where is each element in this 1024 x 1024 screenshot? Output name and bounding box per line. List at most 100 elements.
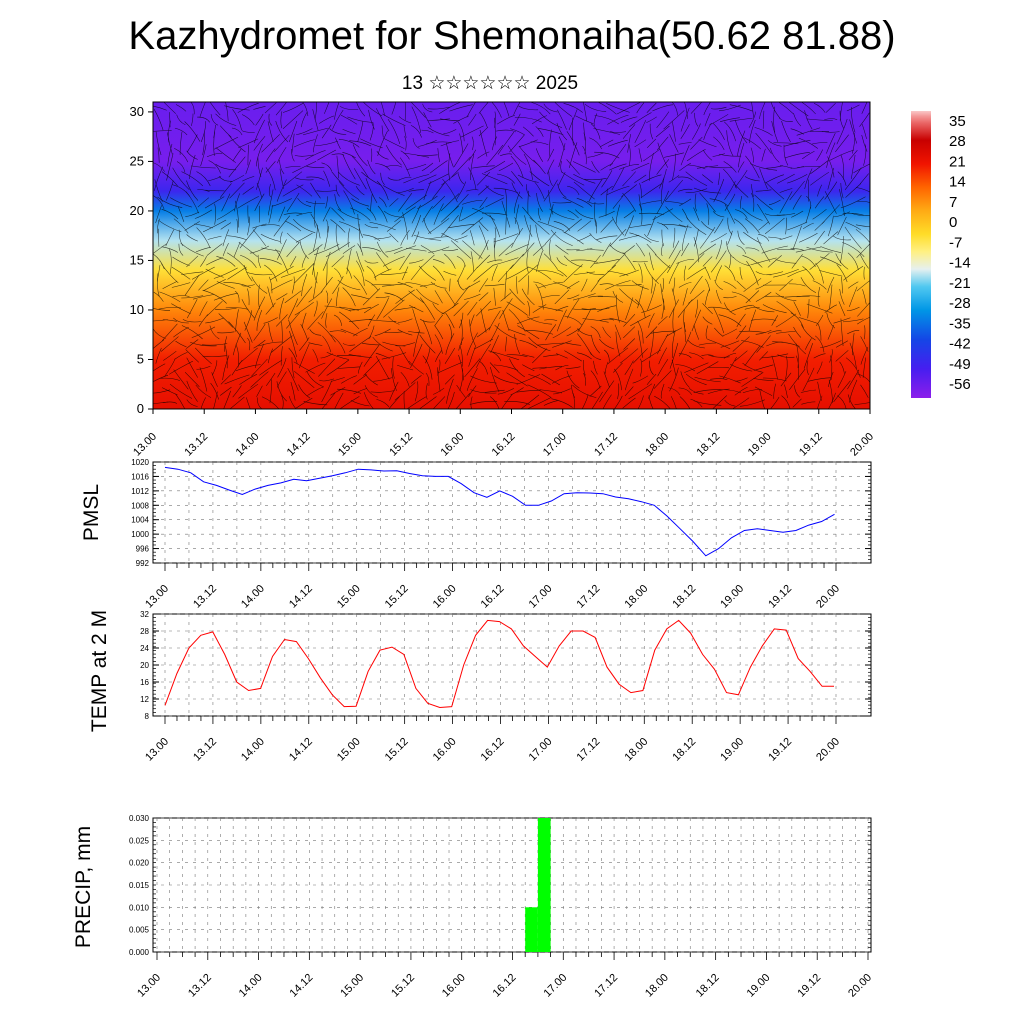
streamline — [489, 362, 500, 374]
streamline — [256, 309, 263, 331]
streamline — [817, 184, 822, 197]
streamline — [839, 361, 845, 374]
streamline — [745, 247, 760, 252]
streamline — [552, 201, 572, 204]
streamline — [690, 102, 702, 114]
streamline — [153, 291, 164, 302]
streamline — [802, 367, 815, 392]
streamline — [287, 367, 299, 391]
streamline — [548, 190, 554, 215]
streamline — [367, 314, 376, 327]
streamline — [294, 263, 315, 284]
streamline — [293, 139, 315, 148]
streamline — [824, 118, 838, 121]
streamline — [310, 213, 321, 239]
streamline — [374, 328, 391, 336]
streamline — [539, 366, 563, 370]
streamline — [572, 308, 596, 311]
streamline — [586, 271, 605, 275]
streamline — [375, 296, 390, 298]
streamline — [220, 386, 232, 396]
streamline — [845, 357, 861, 378]
streamline — [241, 284, 255, 287]
streamline — [649, 360, 654, 375]
streamline — [315, 140, 338, 146]
streamline — [160, 336, 179, 352]
streamline — [646, 373, 657, 386]
streamline — [644, 233, 659, 242]
streamline — [493, 237, 496, 262]
streamline — [175, 340, 187, 348]
streamline — [173, 369, 189, 390]
streamline — [261, 396, 280, 409]
streamline — [153, 109, 164, 131]
streamline — [789, 368, 806, 391]
streamline — [231, 127, 243, 136]
streamline — [668, 175, 680, 183]
streamline — [340, 328, 358, 336]
streamline — [859, 112, 870, 127]
streamline — [660, 177, 665, 204]
streamline — [170, 197, 192, 208]
x-tick-label: 14.12 — [288, 972, 316, 1000]
y-tick-label: 0.015 — [129, 881, 150, 890]
streamline — [857, 201, 870, 203]
streamline — [403, 391, 406, 409]
streamline — [713, 178, 725, 203]
x-tick-label: 18.00 — [622, 583, 650, 611]
streamline — [253, 136, 266, 151]
x-tick-label: 13.12 — [182, 431, 210, 459]
streamline — [861, 134, 868, 152]
streamline — [526, 316, 553, 325]
streamline — [162, 319, 177, 322]
streamline — [383, 137, 405, 149]
streamline — [691, 123, 701, 140]
streamline — [334, 102, 340, 120]
streamline — [564, 218, 582, 234]
streamline — [556, 269, 568, 277]
streamline — [715, 289, 722, 304]
streamline — [532, 304, 547, 313]
streamline — [257, 254, 262, 269]
streamline — [637, 395, 644, 409]
streamline — [556, 309, 567, 332]
streamline — [162, 281, 178, 289]
streamline — [698, 139, 717, 148]
streamline — [216, 281, 235, 289]
streamline — [313, 134, 318, 153]
streamline — [232, 109, 242, 131]
plot-frame — [152, 817, 872, 953]
streamline — [835, 134, 849, 153]
streamline — [326, 359, 350, 376]
streamline — [307, 386, 324, 396]
streamline — [422, 206, 433, 223]
streamline — [264, 102, 277, 114]
x-tick-label: 14.00 — [234, 431, 262, 459]
streamline — [702, 316, 713, 325]
streamline — [397, 329, 413, 336]
streamline — [247, 216, 250, 236]
streamline — [714, 218, 724, 234]
streamline — [846, 104, 860, 112]
streamline — [567, 294, 580, 300]
streamline — [522, 364, 535, 372]
streamline — [196, 171, 211, 187]
streamline — [261, 134, 280, 153]
x-tick-label: 16.12 — [490, 431, 518, 459]
streamline — [256, 182, 263, 199]
streamline — [520, 394, 540, 409]
streamline — [541, 373, 561, 386]
streamline — [375, 252, 390, 271]
streamline — [364, 373, 378, 386]
streamline — [352, 144, 368, 167]
x-tick-label: 14.12 — [287, 736, 315, 764]
streamline — [847, 394, 856, 409]
streamline — [200, 144, 207, 167]
streamline — [743, 231, 762, 244]
streamline — [586, 200, 605, 205]
streamline — [571, 384, 576, 398]
streamline — [331, 153, 345, 156]
streamline — [522, 126, 534, 137]
streamline — [851, 213, 870, 216]
streamline — [629, 232, 652, 243]
